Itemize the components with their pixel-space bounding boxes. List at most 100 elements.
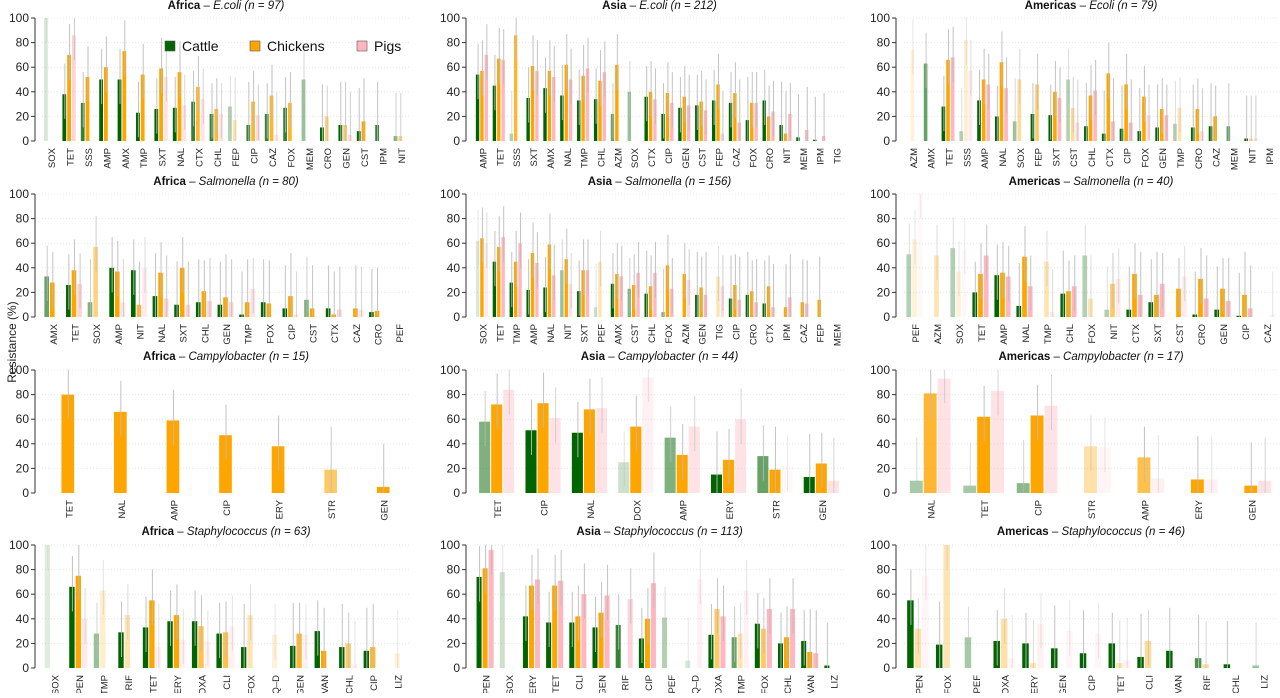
- y-tick-label: 100: [870, 187, 890, 201]
- x-tick-label: GEN: [681, 148, 692, 169]
- bar-chickens-amx: [547, 70, 552, 141]
- x-tick-label: NIT: [135, 324, 146, 340]
- bar-pigs-nal: [552, 275, 556, 317]
- x-tick-label: CRO: [323, 148, 334, 169]
- bar-cattle-amp: [664, 437, 676, 493]
- legend-swatch-pigs: [356, 40, 368, 52]
- bar-pigs-gen: [302, 634, 309, 668]
- x-tick-label: CRO: [748, 324, 759, 345]
- bar-chickens-tet: [67, 54, 71, 141]
- bar-chickens-dox: [630, 426, 642, 493]
- y-tick-label: 80: [877, 212, 891, 226]
- x-tick-label: PEF: [972, 675, 983, 693]
- y-tick-label: 60: [877, 587, 891, 601]
- x-tick-label: CTX: [1131, 323, 1142, 343]
- x-tick-label: CST: [630, 324, 641, 343]
- x-tick-label: CLI: [222, 675, 233, 690]
- x-tick-label: LIZ: [829, 675, 840, 689]
- x-tick-label: CLI: [574, 675, 585, 690]
- bar-cattle-liz: [824, 665, 830, 668]
- bar-pigs-cip: [549, 417, 561, 493]
- bar-pigs-amp: [1151, 478, 1165, 493]
- bar-cattle-sox: [44, 18, 48, 141]
- x-tick-label: AMP: [999, 324, 1010, 345]
- y-tick-label: 80: [447, 36, 461, 50]
- bar-chickens-pef: [912, 239, 917, 317]
- x-tick-label: NAL: [176, 148, 187, 166]
- x-tick-label: CAZ: [1263, 324, 1274, 343]
- x-tick-label: SOX: [92, 323, 103, 344]
- bar-chickens-gen: [1244, 485, 1258, 493]
- bar-chickens-nal: [177, 72, 182, 141]
- x-tick-label: SXT: [580, 324, 591, 343]
- x-tick-label: FOX: [943, 674, 954, 693]
- x-tick-label: AZM: [933, 324, 944, 344]
- bar-chickens-fox: [1142, 96, 1146, 141]
- bar-chickens-nal: [923, 393, 937, 493]
- bar-pigs-tet: [501, 237, 505, 317]
- x-tick-label: CIP: [731, 324, 742, 340]
- y-tick-label: 60: [16, 60, 30, 74]
- x-tick-label: CIP: [1034, 500, 1045, 516]
- bar-chickens-fox: [247, 615, 253, 668]
- bar-pigs-sss: [968, 70, 973, 141]
- x-tick-label: TMP: [244, 324, 255, 344]
- x-tick-label: LIZ: [394, 675, 405, 689]
- bar-pigs-gen: [1065, 631, 1073, 668]
- x-tick-label: IPM: [816, 148, 827, 165]
- x-tick-label: ERY: [528, 674, 539, 693]
- bar-pigs-tmp: [518, 243, 522, 317]
- bar-chickens-nal: [564, 64, 568, 141]
- bar-chickens-sxt: [159, 68, 163, 141]
- panel-title: Asia – Staphylococcus (n = 113): [576, 526, 742, 538]
- bar-chickens-pen: [482, 568, 488, 668]
- y-tick-label: 0: [22, 486, 29, 500]
- x-tick-label: AMX: [613, 323, 624, 344]
- x-tick-label: SOX: [50, 674, 61, 693]
- y-tick-label: 40: [16, 612, 30, 626]
- x-tick-label: TMP: [139, 148, 150, 168]
- x-tick-label: NIT: [782, 148, 793, 164]
- panel-title-region: Asia: [581, 351, 606, 363]
- y-tick-label: 60: [447, 412, 461, 426]
- bar-chickens-amp: [530, 253, 535, 317]
- x-tick-label: AZM: [909, 148, 920, 168]
- panel-africa-ecoli: Africa – E.coli (n = 97) 0 20 40 60 80 100 SOX T…: [9, 0, 410, 170]
- x-tick-label: MEM: [833, 324, 844, 346]
- y-tick-label: 20: [447, 636, 461, 650]
- bar-chickens-pef: [598, 261, 602, 317]
- x-tick-label: TET: [551, 675, 562, 693]
- bar-chickens-azm: [910, 49, 915, 142]
- x-tick-label: GEN: [598, 675, 609, 693]
- x-tick-label: AMP: [102, 148, 113, 169]
- bar-chickens-gen: [699, 287, 703, 317]
- y-tick-label: 80: [877, 36, 891, 50]
- bar-pigs-cli: [229, 626, 235, 668]
- panel-title-dash: –: [605, 351, 618, 363]
- x-tick-label: CAZ: [352, 324, 363, 343]
- panel-title-region: Americas: [1025, 0, 1077, 12]
- x-tick-label: NAL: [998, 148, 1009, 166]
- y-tick-label: 0: [883, 661, 890, 675]
- y-tick-label: 20: [16, 285, 30, 299]
- panel-title-dash: –: [186, 176, 199, 188]
- bar-cattle-gen: [592, 627, 598, 668]
- y-tick-label: 80: [447, 212, 461, 226]
- x-tick-label: TET: [70, 324, 81, 342]
- bar-chickens-nit: [1248, 138, 1253, 141]
- y-tick-label: 60: [447, 236, 461, 250]
- x-tick-label: CST: [1175, 324, 1186, 343]
- bar-chickens-cip: [537, 403, 549, 493]
- bar-pigs-amp: [986, 84, 991, 141]
- x-tick-label: ERY: [275, 499, 286, 519]
- panel-africa-salmonella: Africa – Salmonella (n = 80) 0 20 40 60 80 100…: [9, 176, 410, 345]
- panel-title: Asia – Campylobacter (n = 44): [581, 351, 739, 363]
- y-tick-label: 100: [870, 11, 890, 25]
- bar-chickens-tet: [1116, 663, 1123, 668]
- bar-chickens-sox: [1017, 79, 1022, 141]
- x-tick-label: TET: [148, 675, 159, 693]
- x-tick-label: GEN: [1247, 500, 1258, 521]
- bar-pigs-tet: [983, 255, 989, 317]
- x-tick-label: CTX: [1105, 147, 1116, 167]
- x-tick-label: SOX: [478, 323, 489, 344]
